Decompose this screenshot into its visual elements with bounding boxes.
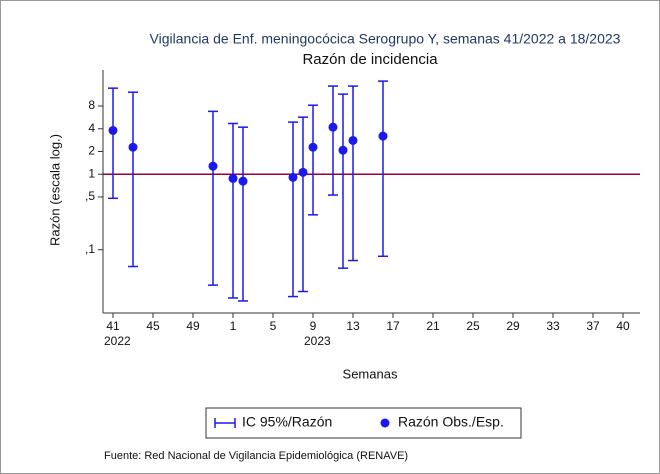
y-tick-label: 8 <box>88 98 95 112</box>
point <box>378 131 388 141</box>
chart-subtitle: Razón de incidencia <box>302 51 438 68</box>
chart-title: Vigilancia de Enf. meningocócica Serogru… <box>150 31 621 47</box>
legend-label: IC 95%/Razón <box>242 414 332 430</box>
y-tick-label: 1 <box>88 166 95 180</box>
x-tick-label: 41 <box>106 319 120 333</box>
point <box>338 145 348 155</box>
x-year-label: 2022 <box>104 334 131 348</box>
x-tick-label: 21 <box>426 319 440 333</box>
legend-swatch <box>380 418 390 428</box>
x-tick-label: 17 <box>386 319 400 333</box>
x-tick-label: 37 <box>586 319 600 333</box>
x-tick-label: 13 <box>346 319 360 333</box>
x-tick-label: 9 <box>310 319 317 333</box>
legend-label: Razón Obs./Esp. <box>398 414 504 430</box>
x-tick-label: 45 <box>146 319 160 333</box>
legend <box>205 407 522 439</box>
point <box>228 173 238 183</box>
point <box>328 122 338 132</box>
x-tick-label: 49 <box>186 319 200 333</box>
point <box>348 135 358 145</box>
point <box>128 142 138 152</box>
source-note: Fuente: Red Nacional de Vigilancia Epide… <box>104 450 408 462</box>
y-tick-label: 4 <box>88 121 95 135</box>
x-tick-label: 29 <box>506 319 520 333</box>
point <box>308 142 318 152</box>
y-tick-label: 2 <box>88 144 95 158</box>
point <box>238 176 248 186</box>
y-tick-label: ,1 <box>85 242 95 256</box>
x-axis-title: Semanas <box>343 366 398 381</box>
y-axis-title: Razón (escala log.) <box>47 134 62 246</box>
point <box>208 161 218 171</box>
x-tick-label: 40 <box>616 319 630 333</box>
x-tick-label: 1 <box>230 319 237 333</box>
point <box>108 125 118 135</box>
x-tick-label: 33 <box>546 319 560 333</box>
point <box>288 172 298 182</box>
x-tick-label: 5 <box>270 319 277 333</box>
x-year-label: 2023 <box>304 334 331 348</box>
y-tick-label: ,5 <box>85 189 95 203</box>
x-tick-label: 25 <box>466 319 480 333</box>
point <box>298 167 308 177</box>
